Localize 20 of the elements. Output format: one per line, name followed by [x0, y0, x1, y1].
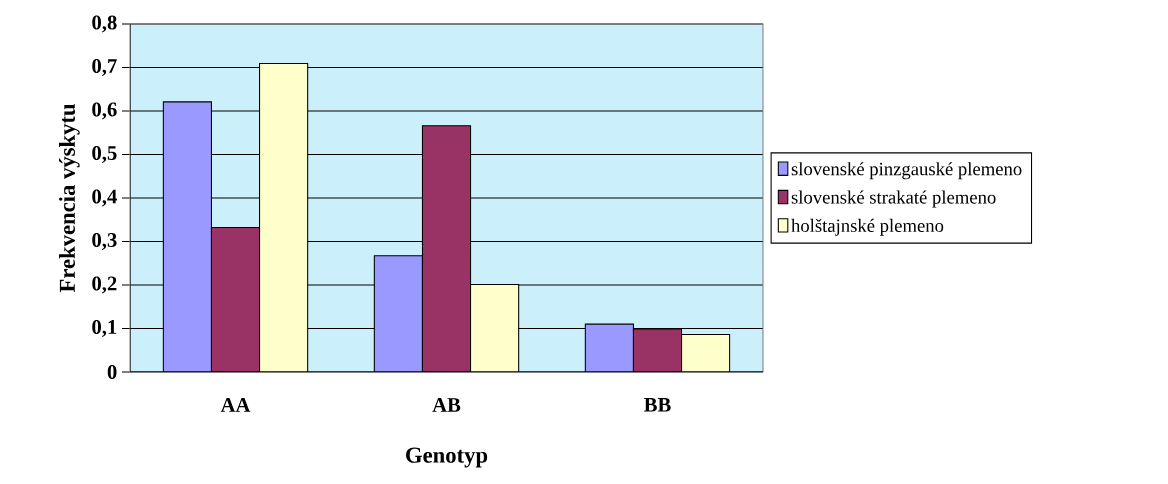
y-tick-label: 0,7: [92, 59, 117, 76]
legend-label: holštajnské plemeno: [791, 218, 944, 236]
bar: [162, 101, 212, 372]
x-tick-label: AB: [432, 398, 461, 412]
legend-label: slovenské pinzgauské plemeno: [791, 162, 1022, 180]
bar: [584, 323, 634, 372]
x-tick-label: AA: [220, 398, 251, 412]
y-axis-title: Frekvencia výskytu: [59, 104, 80, 293]
legend-label: slovenské strakaté plemeno: [791, 190, 996, 208]
x-tick-label: BB: [644, 398, 671, 412]
y-tick-label: 0,3: [92, 233, 117, 250]
y-tick-label: 0,1: [92, 320, 117, 337]
bar: [373, 255, 423, 372]
y-tick-label: 0,2: [92, 276, 117, 294]
y-tick-label: 0,8: [92, 15, 117, 33]
y-tick-label: 0,6: [92, 102, 117, 120]
x-axis-title: Genotyp: [406, 447, 488, 468]
y-tick-label: 0,4: [92, 189, 117, 207]
y-tick-label: 0,5: [92, 146, 117, 163]
y-tick-label: 0: [107, 365, 117, 379]
